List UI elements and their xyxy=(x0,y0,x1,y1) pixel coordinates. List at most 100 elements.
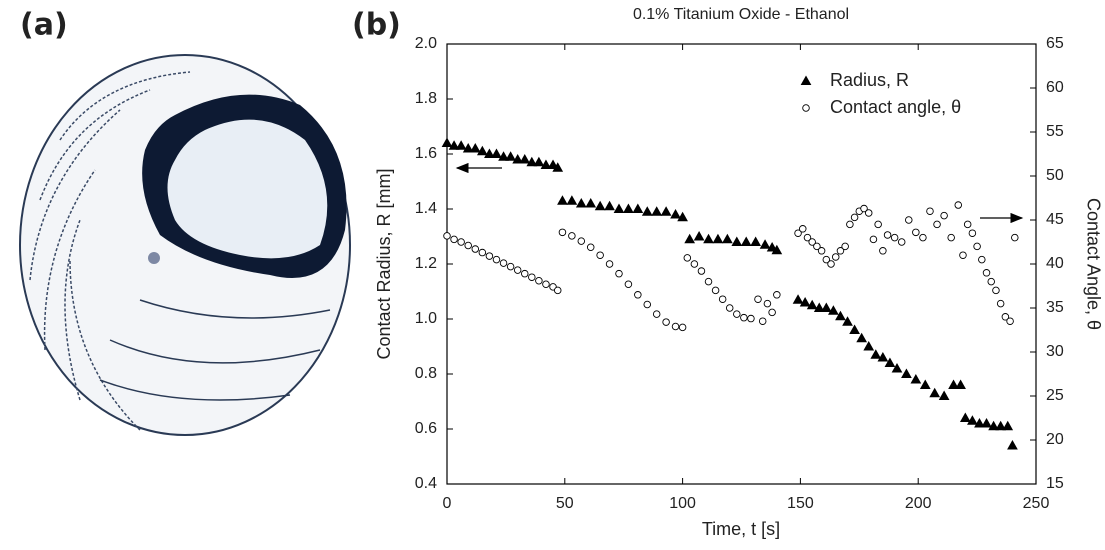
x-tick-label: 100 xyxy=(669,495,696,512)
point xyxy=(491,148,502,158)
point xyxy=(519,153,531,164)
x-tick-label: 0 xyxy=(443,495,452,512)
point xyxy=(968,229,977,237)
point xyxy=(967,415,978,425)
point xyxy=(722,233,733,244)
point xyxy=(850,213,859,222)
point xyxy=(808,238,816,246)
point xyxy=(547,159,559,169)
point xyxy=(605,260,614,268)
legend-marker xyxy=(802,104,810,112)
x-tick-label: 50 xyxy=(556,495,574,512)
point xyxy=(870,349,882,359)
point xyxy=(901,368,912,378)
point xyxy=(768,308,776,317)
point xyxy=(462,142,474,153)
point xyxy=(533,156,545,167)
y2-tick-label: 20 xyxy=(1046,431,1064,448)
point xyxy=(954,201,963,209)
point xyxy=(678,323,687,332)
chart-title: 0.1% Titanium Oxide - Ethanol xyxy=(633,6,849,23)
point xyxy=(684,233,696,244)
y-tick-label: 2.0 xyxy=(415,35,437,52)
point xyxy=(615,269,623,278)
point xyxy=(671,322,680,331)
point xyxy=(613,203,625,213)
point xyxy=(860,204,868,213)
y2-tick-label: 35 xyxy=(1046,299,1064,316)
panel-label: (b) xyxy=(352,8,401,43)
point xyxy=(624,280,633,288)
y-tick-label: 1.4 xyxy=(415,200,437,217)
point xyxy=(526,156,538,167)
point xyxy=(959,412,971,422)
point xyxy=(929,387,941,398)
legend-label: Radius, R xyxy=(830,70,909,90)
x-tick-label: 200 xyxy=(905,495,932,512)
point xyxy=(485,252,494,260)
y-axis-label: Contact Radius, R [mm] xyxy=(374,168,394,359)
x-tick-label: 150 xyxy=(787,495,814,512)
point xyxy=(846,220,854,229)
y-tick-label: 0.6 xyxy=(415,420,437,437)
point xyxy=(528,273,536,281)
point xyxy=(690,260,699,268)
point xyxy=(1011,233,1019,242)
point xyxy=(697,267,706,275)
point xyxy=(938,390,950,400)
point xyxy=(577,237,586,245)
point xyxy=(1001,313,1010,321)
point xyxy=(703,233,714,244)
point xyxy=(448,140,460,150)
point xyxy=(670,208,681,219)
y-tick-label: 1.0 xyxy=(415,310,437,327)
point xyxy=(992,286,1000,295)
point xyxy=(464,241,472,250)
point xyxy=(552,162,564,172)
point xyxy=(987,277,995,286)
point xyxy=(879,247,887,255)
legend-marker xyxy=(800,75,812,85)
point xyxy=(747,314,755,323)
point xyxy=(817,247,826,255)
point xyxy=(498,151,509,161)
point xyxy=(905,216,913,224)
point xyxy=(973,242,981,251)
y2-tick-label: 40 xyxy=(1046,255,1064,272)
point xyxy=(740,313,748,322)
point xyxy=(820,302,832,312)
point xyxy=(520,269,529,278)
point xyxy=(1006,317,1014,325)
point xyxy=(478,248,487,257)
point xyxy=(799,296,811,307)
y-tick-label: 0.8 xyxy=(415,365,437,382)
point xyxy=(849,324,860,334)
point xyxy=(553,286,562,295)
point xyxy=(869,235,878,244)
point xyxy=(623,203,634,213)
point xyxy=(864,209,873,217)
point xyxy=(604,200,615,211)
point xyxy=(982,269,991,277)
point xyxy=(725,304,734,312)
point xyxy=(813,242,821,251)
point xyxy=(884,357,896,367)
y-tick-label: 1.2 xyxy=(415,255,437,272)
point xyxy=(919,379,931,389)
y2-axis-label: Contact Angle, θ xyxy=(1083,198,1103,330)
point xyxy=(828,305,839,315)
y2-tick-label: 65 xyxy=(1046,35,1064,52)
point xyxy=(948,379,959,389)
point xyxy=(586,243,595,252)
point xyxy=(513,266,522,274)
point xyxy=(912,228,920,237)
point xyxy=(836,247,845,255)
point xyxy=(450,235,458,244)
y2-tick-label: 45 xyxy=(1046,211,1064,228)
panel-label: (a) xyxy=(20,8,68,43)
point xyxy=(711,286,720,295)
point xyxy=(963,220,972,229)
point xyxy=(754,295,762,303)
x-axis-label: Time, t [s] xyxy=(702,519,780,539)
